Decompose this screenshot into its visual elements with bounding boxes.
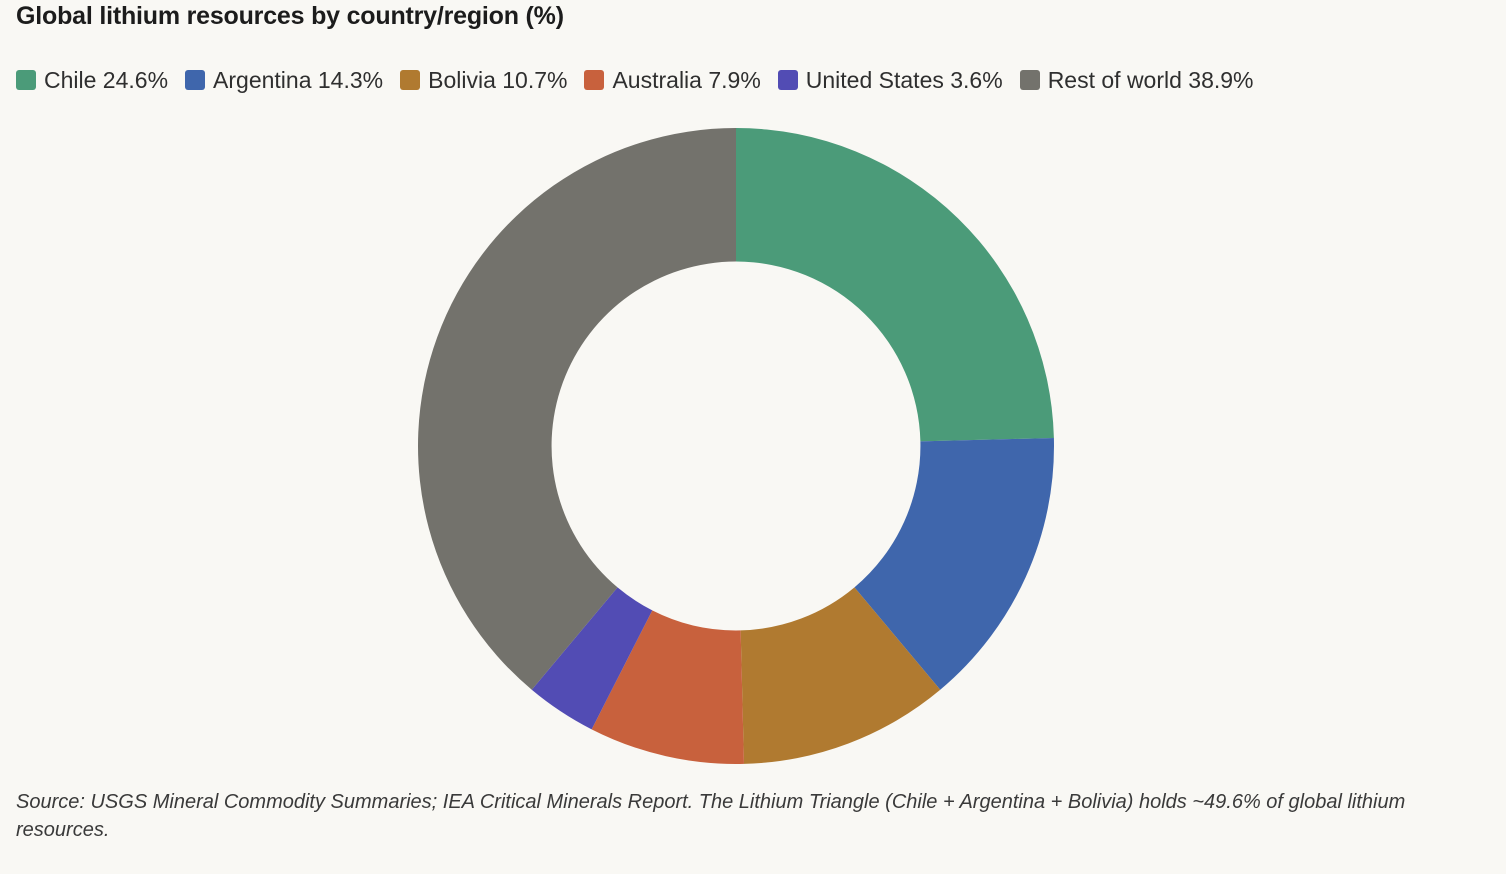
slice-argentina[interactable] <box>854 438 1054 690</box>
legend-item-rest-of-world[interactable]: Rest of world 38.9% <box>1019 66 1254 94</box>
legend-item-australia[interactable]: Australia 7.9% <box>584 66 761 94</box>
slice-australia[interactable] <box>591 610 744 765</box>
legend-swatch-rest-of-world <box>1019 70 1040 90</box>
legend-item-united-states[interactable]: United States 3.6% <box>777 66 1003 94</box>
chart-title: Global lithium resources by country/regi… <box>16 2 564 30</box>
legend-swatch-bolivia <box>400 70 421 90</box>
legend-swatch-united-states <box>777 70 798 90</box>
slice-bolivia[interactable] <box>740 587 941 764</box>
slice-chile[interactable] <box>736 128 1054 442</box>
legend-item-bolivia[interactable]: Bolivia 10.7% <box>400 67 567 94</box>
legend-label-chile: Chile 24.6% <box>44 66 169 93</box>
slice-united-states[interactable] <box>531 587 653 730</box>
source-note: Source: USGS Mineral Commodity Summaries… <box>16 791 1406 841</box>
legend-label-australia: Australia 7.9% <box>612 66 761 93</box>
legend-label-argentina: Argentina 14.3% <box>213 66 384 93</box>
legend-label-united-states: United States 3.6% <box>805 66 1003 93</box>
legend-swatch-chile <box>16 70 36 90</box>
legend-swatch-argentina <box>185 70 206 90</box>
legend-item-argentina[interactable]: Argentina 14.3% <box>185 67 383 94</box>
legend-label-rest-of-world: Rest of world 38.9% <box>1047 66 1254 93</box>
legend-label-bolivia: Bolivia 10.7% <box>428 66 568 93</box>
slice-rest-of-world[interactable] <box>418 128 736 690</box>
legend-swatch-australia <box>584 70 605 90</box>
legend: Chile 24.6% Argentina 14.3% Bolivia 10.7… <box>16 64 1271 96</box>
legend-item-chile[interactable]: Chile 24.6% <box>16 67 168 94</box>
